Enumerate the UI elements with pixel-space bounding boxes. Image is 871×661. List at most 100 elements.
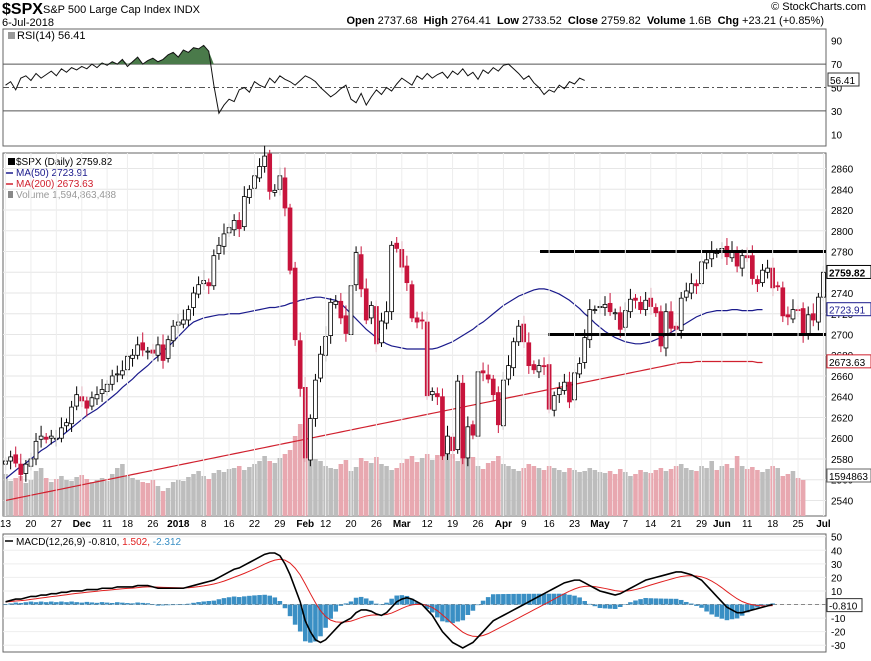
candle	[389, 241, 394, 320]
macd-histogram-bar	[409, 598, 415, 605]
candle	[587, 299, 593, 348]
candle	[363, 278, 369, 325]
macd-histogram-bar	[48, 601, 54, 605]
macd-histogram-bar	[587, 603, 593, 605]
volume-bar	[663, 471, 669, 516]
volume-bar	[440, 450, 445, 516]
candle-body	[480, 370, 486, 374]
volume-bar	[435, 455, 440, 516]
volume-bar	[511, 469, 516, 516]
candle-body	[765, 267, 770, 273]
candle-body	[216, 244, 222, 255]
candle-body	[775, 285, 781, 288]
candle-body	[658, 311, 664, 347]
volume-bar	[775, 468, 781, 516]
candle	[816, 293, 821, 331]
volume-bar	[384, 466, 389, 516]
candle	[38, 425, 44, 448]
macd-histogram-bar	[521, 593, 527, 605]
candle-body	[683, 290, 689, 298]
volume-bar	[64, 480, 69, 516]
macd-title: MACD(12,26,9) -0.810, 1.502, -2.312	[16, 537, 182, 548]
candle	[333, 295, 339, 309]
candle-body	[429, 391, 435, 396]
macd-tick-label: -30	[831, 641, 846, 652]
volume-bar	[785, 474, 791, 516]
candle-body	[536, 365, 542, 373]
macd-histogram-bar	[562, 593, 567, 605]
candle-body	[577, 363, 582, 375]
x-tick-label: 19	[447, 519, 459, 530]
security-name: S&P 500 Large Cap Index INDX	[43, 4, 200, 16]
volume-bar	[536, 468, 542, 516]
macd-histogram-bar	[13, 602, 18, 605]
volume-bar	[490, 461, 496, 516]
candle	[64, 418, 69, 432]
volume-bar	[313, 459, 318, 516]
macd-histogram-bar	[684, 601, 689, 605]
macd-histogram-bar	[699, 604, 704, 608]
volume-bar	[734, 456, 740, 516]
candle	[89, 391, 95, 411]
macd-histogram-bar	[155, 604, 161, 606]
macd-histogram-bar	[64, 602, 69, 605]
candle	[775, 281, 781, 291]
x-tick-label: 27	[51, 519, 63, 530]
macd-histogram-bar	[750, 604, 755, 610]
candle-body	[18, 463, 24, 475]
candle	[318, 345, 323, 383]
rsi-tick-label: 30	[831, 107, 843, 118]
macd-histogram-bar	[302, 604, 308, 642]
candle	[607, 293, 613, 316]
macd-histogram-bar	[38, 601, 44, 605]
volume-bar	[236, 466, 242, 516]
candle	[755, 275, 760, 292]
candle-body	[114, 373, 120, 376]
candle	[313, 373, 318, 427]
candle-body	[612, 312, 618, 315]
macd-histogram-bar	[267, 595, 272, 605]
macd-histogram-bar	[704, 604, 709, 612]
volume-bar	[612, 474, 618, 516]
volume-bar	[765, 469, 770, 516]
price-tick-label: 2640	[831, 393, 854, 404]
rsi-panel: 10 30 50 70 90 RSI(14) 56.41 56.41	[2, 28, 860, 147]
candle-body	[653, 307, 659, 314]
macd-histogram-bar	[130, 603, 135, 605]
candle	[628, 288, 633, 318]
macd-title-signal: 1.502,	[122, 537, 153, 548]
candle-body	[48, 435, 54, 439]
candle-body	[678, 297, 684, 331]
macd-histogram-bar	[628, 602, 633, 605]
candle-body	[170, 325, 176, 342]
candle	[404, 255, 410, 291]
macd-histogram-bar	[160, 604, 166, 606]
ma200-tag-text: 2673.63	[829, 358, 866, 369]
candle-body	[43, 436, 49, 440]
macd-histogram-bar	[191, 602, 196, 605]
candle	[160, 334, 166, 369]
candle	[495, 386, 501, 434]
candle	[780, 281, 786, 323]
candle-body	[160, 344, 166, 361]
macd-tick-label: 20	[831, 573, 843, 584]
candle	[353, 246, 359, 291]
macd-histogram-bar	[582, 601, 587, 605]
candle	[506, 355, 511, 386]
x-tick-label: 7	[623, 519, 629, 530]
candle-body	[231, 220, 237, 231]
legend-entry: $SPX (Daily) 2759.82	[16, 157, 113, 168]
candle	[592, 305, 598, 314]
volume-bar	[607, 471, 613, 516]
volume-bar	[531, 466, 537, 516]
candle-body	[541, 365, 547, 368]
rsi-tick-label: 90	[831, 37, 843, 48]
macd-histogram-bar	[546, 593, 552, 605]
x-tick-label: Mar	[393, 519, 411, 530]
macd-histogram-bar	[770, 603, 775, 605]
candle-body	[333, 300, 339, 305]
x-tick-label: 16	[544, 519, 556, 530]
candle-body	[785, 314, 791, 318]
macd-histogram-bar	[165, 604, 171, 606]
macd-histogram-bar	[18, 602, 24, 605]
